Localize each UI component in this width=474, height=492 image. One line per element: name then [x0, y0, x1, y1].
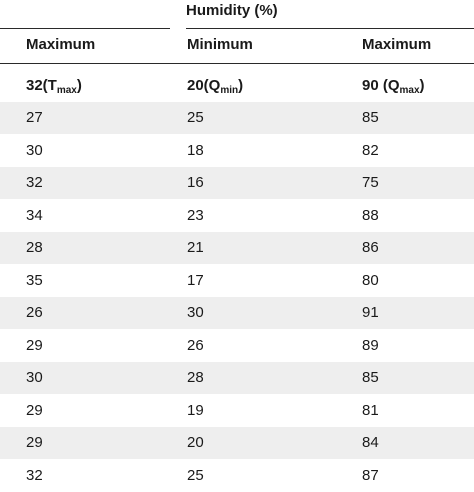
table-cell: 89 — [362, 336, 379, 354]
table-cell: 26 — [26, 304, 43, 321]
table-cell: 85 — [362, 369, 379, 386]
table-cell: 84 — [362, 434, 379, 451]
table-cell: 81 — [362, 401, 379, 419]
table-row: 27 25 85 — [0, 102, 474, 134]
table-row: 35 17 80 — [0, 265, 474, 297]
table-cell: 32 — [26, 466, 43, 484]
table-row: 28 21 86 — [0, 232, 474, 264]
summary-qmax: 90 (Qmax) — [362, 77, 425, 96]
table-row: 29 26 89 — [0, 330, 474, 362]
table-cell: 32 — [26, 174, 43, 191]
table-cell: 20 — [187, 434, 204, 451]
table-cell: 29 — [26, 336, 43, 354]
table-cell: 91 — [362, 304, 379, 321]
table-cell: 80 — [362, 271, 379, 289]
table-cell: 86 — [362, 239, 379, 256]
col-header-maximum-humidity: Maximum — [362, 36, 432, 53]
table-cell: 29 — [26, 434, 43, 451]
table-cell: 25 — [187, 109, 204, 126]
table-cell: 26 — [187, 336, 204, 354]
header-rule-right — [186, 28, 474, 29]
summary-row: 32(Tmax) 20(Qmin) 90 (Qmax) — [0, 70, 474, 102]
table-cell: 88 — [362, 206, 379, 224]
table-cell: 82 — [362, 141, 379, 159]
table-cell: 16 — [187, 174, 204, 191]
table-row: 29 19 81 — [0, 395, 474, 427]
table-row: 32 25 87 — [0, 460, 474, 492]
table-row: 26 30 91 — [0, 297, 474, 329]
summary-tmax: 32(Tmax) — [26, 77, 82, 96]
table-cell: 28 — [187, 369, 204, 386]
col-header-maximum-temp: Maximum — [26, 36, 96, 53]
table-cell: 87 — [362, 466, 379, 484]
table-cell: 30 — [26, 369, 43, 386]
table-cell: 19 — [187, 401, 204, 419]
table-cell: 28 — [26, 239, 43, 256]
table-cell: 23 — [187, 206, 204, 224]
table-cell: 25 — [187, 466, 204, 484]
summary-qmin: 20(Qmin) — [187, 77, 244, 96]
column-header-rule — [0, 63, 474, 64]
table-row: 30 18 82 — [0, 135, 474, 167]
table-cell: 30 — [187, 304, 204, 321]
table-cell: 34 — [26, 206, 43, 224]
table-cell: 35 — [26, 271, 43, 289]
table-row: 29 20 84 — [0, 427, 474, 459]
table-cell: 18 — [187, 141, 204, 159]
table-row: 32 16 75 — [0, 167, 474, 199]
table-cell: 75 — [362, 174, 379, 191]
header-rule-left — [0, 28, 170, 29]
column-header-row: Maximum Minimum Maximum — [0, 29, 474, 61]
table-row: 30 28 85 — [0, 362, 474, 394]
table-cell: 85 — [362, 109, 379, 126]
table-cell: 21 — [187, 239, 204, 256]
table-cell: 27 — [26, 109, 43, 126]
table-row: 34 23 88 — [0, 200, 474, 232]
table-cell: 17 — [187, 271, 204, 289]
humidity-group-header: Humidity (%) — [186, 2, 278, 19]
col-header-minimum-humidity: Minimum — [187, 36, 253, 53]
table-cell: 29 — [26, 401, 43, 419]
table-cell: 30 — [26, 141, 43, 159]
